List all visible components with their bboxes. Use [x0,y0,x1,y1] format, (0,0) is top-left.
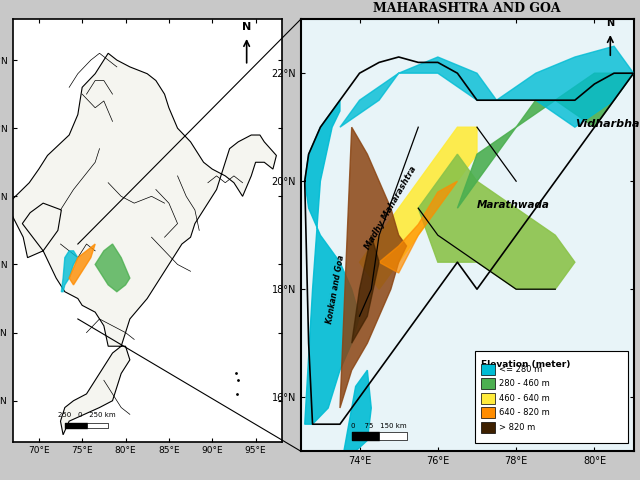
Text: 250   0   250 km: 250 0 250 km [58,412,115,419]
Polygon shape [340,57,497,127]
Text: 460 - 640 m: 460 - 640 m [499,394,549,403]
Title: MAHARASHTRA AND GOA: MAHARASHTRA AND GOA [373,2,561,15]
Polygon shape [305,100,360,424]
Text: Konkan and Goa: Konkan and Goa [326,254,346,324]
Text: Marathwada: Marathwada [477,200,550,210]
Text: 280 - 460 m: 280 - 460 m [499,379,549,388]
Polygon shape [95,244,130,292]
Bar [481,378,495,389]
Polygon shape [352,235,379,343]
Bar [481,408,495,418]
Text: N: N [606,18,614,28]
Text: N: N [242,22,252,32]
Polygon shape [344,370,371,451]
Bar [481,393,495,404]
FancyBboxPatch shape [475,351,628,443]
Text: Elevation (meter): Elevation (meter) [481,360,570,370]
Polygon shape [419,154,575,289]
Text: Vidharbha: Vidharbha [575,119,639,129]
Polygon shape [458,73,634,208]
Polygon shape [379,181,458,273]
Polygon shape [8,53,276,435]
Polygon shape [497,46,634,127]
Text: 640 - 820 m: 640 - 820 m [499,408,549,418]
Polygon shape [61,251,78,292]
Text: <= 280 m: <= 280 m [499,365,542,373]
Polygon shape [360,127,477,289]
Polygon shape [340,127,406,408]
Text: Madhy Maharashtra: Madhy Maharashtra [364,165,419,252]
Text: > 820 m: > 820 m [499,423,535,432]
Polygon shape [69,244,95,285]
Bar [481,364,495,374]
Text: 0    75   150 km: 0 75 150 km [351,422,407,429]
Bar [481,422,495,433]
